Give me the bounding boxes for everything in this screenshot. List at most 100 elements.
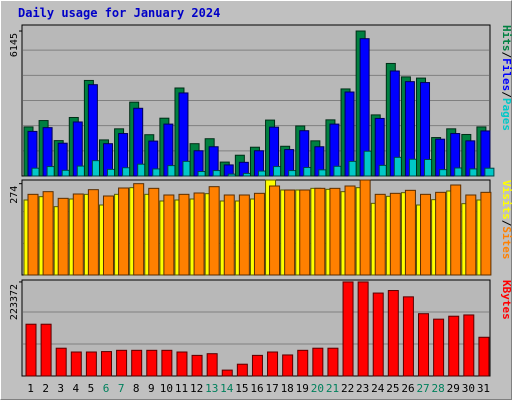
bar-kbytes-9: [146, 349, 158, 377]
y-tick-label: 274: [9, 186, 20, 204]
bar-kbytes-1: [25, 323, 37, 377]
x-tick-label-31: 31: [477, 382, 490, 395]
bar-sites-11: [178, 193, 190, 276]
legend-label-visits: Visits: [500, 180, 512, 220]
x-tick-label-21: 21: [326, 382, 339, 395]
x-tick-label-11: 11: [175, 382, 188, 395]
legend-separator: /: [500, 52, 512, 59]
bar-kbytes-30: [463, 314, 475, 377]
legend-label-kbytes: KBytes: [500, 280, 512, 320]
bar-kbytes-8: [131, 349, 143, 377]
x-tick-label-14: 14: [220, 382, 234, 395]
bar-sites-13: [208, 186, 220, 276]
bar-sites-18: [284, 189, 296, 276]
x-tick-label-8: 8: [133, 382, 140, 395]
bar-kbytes-29: [448, 315, 460, 377]
bar-kbytes-23: [357, 281, 369, 377]
bar-kbytes-21: [327, 347, 339, 377]
bar-sites-7: [118, 187, 130, 276]
legend-kbytes: KBytes: [500, 280, 512, 320]
bar-kbytes-26: [402, 296, 414, 377]
bar-kbytes-18: [282, 354, 294, 377]
legend-label-files: Files: [500, 58, 512, 91]
bar-kbytes-3: [55, 347, 67, 377]
legend-separator: /: [500, 220, 512, 227]
bar-kbytes-4: [70, 351, 82, 377]
bar-sites-28: [435, 191, 447, 276]
x-tick-label-4: 4: [73, 382, 80, 395]
x-tick-label-27: 27: [416, 382, 429, 395]
x-tick-label-17: 17: [265, 382, 278, 395]
x-tick-label-1: 1: [27, 382, 34, 395]
x-tick-label-28: 28: [432, 382, 445, 395]
x-tick-label-3: 3: [57, 382, 64, 395]
x-tick-label-5: 5: [88, 382, 95, 395]
bar-kbytes-24: [372, 292, 384, 377]
bar-pages-31: [484, 167, 495, 177]
bar-sites-29: [450, 184, 462, 276]
bar-sites-2: [42, 191, 54, 276]
bar-kbytes-15: [236, 363, 248, 377]
bar-sites-20: [314, 187, 326, 276]
bar-kbytes-5: [85, 351, 97, 377]
bar-sites-27: [420, 193, 432, 276]
bar-kbytes-19: [297, 349, 309, 377]
bar-kbytes-31: [478, 336, 490, 377]
x-tick-label-10: 10: [160, 382, 173, 395]
x-tick-label-18: 18: [281, 382, 294, 395]
bar-sites-25: [389, 192, 401, 276]
bar-sites-26: [404, 189, 416, 276]
bar-sites-24: [374, 193, 386, 276]
x-tick-label-30: 30: [462, 382, 475, 395]
chart-title: Daily usage for January 2024: [18, 6, 221, 20]
legend-label-hits: Hits: [500, 25, 512, 52]
y-tick-label: 6145: [9, 33, 20, 57]
bar-sites-5: [87, 189, 99, 276]
bar-kbytes-6: [100, 351, 112, 377]
bar-sites-23: [359, 179, 371, 276]
bar-kbytes-12: [191, 354, 203, 377]
bar-sites-14: [223, 194, 235, 276]
bar-kbytes-25: [387, 290, 399, 377]
bar-sites-15: [238, 194, 250, 276]
bar-sites-16: [253, 192, 265, 276]
x-tick-label-12: 12: [190, 382, 203, 395]
bar-sites-19: [299, 189, 311, 276]
bar-kbytes-14: [221, 369, 233, 377]
x-tick-label-29: 29: [447, 382, 460, 395]
x-tick-label-23: 23: [356, 382, 369, 395]
bar-sites-6: [102, 195, 114, 276]
bar-sites-3: [57, 197, 69, 276]
bar-kbytes-2: [40, 323, 52, 377]
x-tick-label-22: 22: [341, 382, 354, 395]
bar-sites-10: [163, 194, 175, 276]
bar-sites-22: [344, 185, 356, 276]
bar-kbytes-20: [312, 347, 324, 377]
bar-kbytes-27: [418, 313, 430, 377]
bar-sites-21: [329, 187, 341, 276]
bar-sites-9: [148, 187, 160, 276]
x-tick-label-2: 2: [42, 382, 49, 395]
bar-kbytes-22: [342, 281, 354, 377]
bar-kbytes-7: [116, 349, 128, 377]
bar-sites-17: [269, 185, 281, 276]
x-tick-label-26: 26: [401, 382, 414, 395]
bar-sites-8: [133, 183, 145, 276]
bar-kbytes-28: [433, 318, 445, 377]
bar-kbytes-10: [161, 349, 173, 377]
x-tick-label-25: 25: [386, 382, 399, 395]
x-tick-label-6: 6: [103, 382, 110, 395]
legend-label-sites: Sites: [500, 226, 512, 259]
bar-kbytes-11: [176, 351, 188, 377]
x-tick-label-13: 13: [205, 382, 218, 395]
x-tick-label-24: 24: [371, 382, 385, 395]
legend-hits-files-pages: Hits/Files/Pages: [500, 25, 512, 131]
bar-sites-4: [72, 193, 84, 276]
legend-sites-visits: Visits/Sites: [500, 180, 512, 260]
x-tick-label-20: 20: [311, 382, 324, 395]
x-tick-label-16: 16: [250, 382, 263, 395]
bar-kbytes-17: [267, 351, 279, 377]
bar-sites-12: [193, 192, 205, 276]
bar-kbytes-16: [251, 354, 263, 377]
